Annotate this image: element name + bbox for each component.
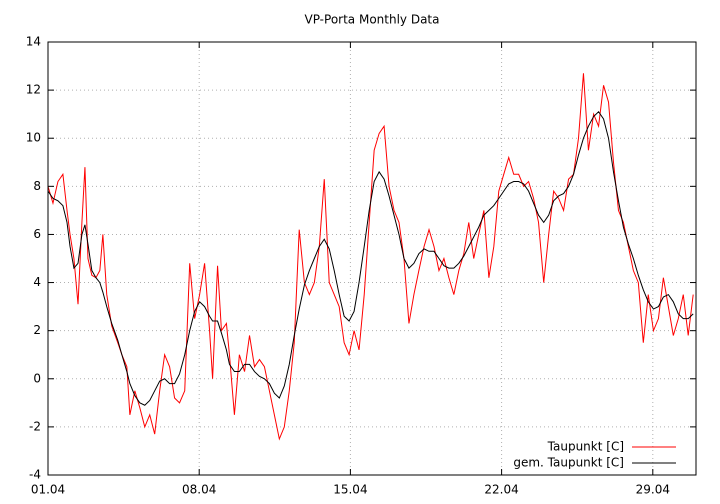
y-tick-label: 10 <box>26 131 41 145</box>
y-tick-label: 2 <box>33 323 41 337</box>
x-tick-label: 08.04 <box>182 483 216 497</box>
y-tick-label: 0 <box>33 371 41 385</box>
x-tick-label: 15.04 <box>333 483 367 497</box>
data-line <box>47 73 694 441</box>
y-tick-label: 8 <box>33 179 41 193</box>
x-tick-label: 22.04 <box>484 483 518 497</box>
y-tick-label: 4 <box>33 275 41 289</box>
legend-label: gem. Taupunkt [C] <box>513 456 624 470</box>
y-tick-label: 6 <box>33 227 41 241</box>
y-tick-label: 14 <box>26 35 41 49</box>
y-tick-label: -2 <box>29 419 41 433</box>
x-tick-label: 01.04 <box>31 483 65 497</box>
legend-label: Taupunkt [C] <box>547 440 624 454</box>
y-tick-label: 12 <box>26 83 41 97</box>
data-line <box>47 110 694 406</box>
x-tick-label: 29.04 <box>636 483 670 497</box>
y-tick-label: -4 <box>29 468 41 482</box>
chart-title: VP-Porta Monthly Data <box>305 13 440 27</box>
plot-frame <box>47 41 697 476</box>
